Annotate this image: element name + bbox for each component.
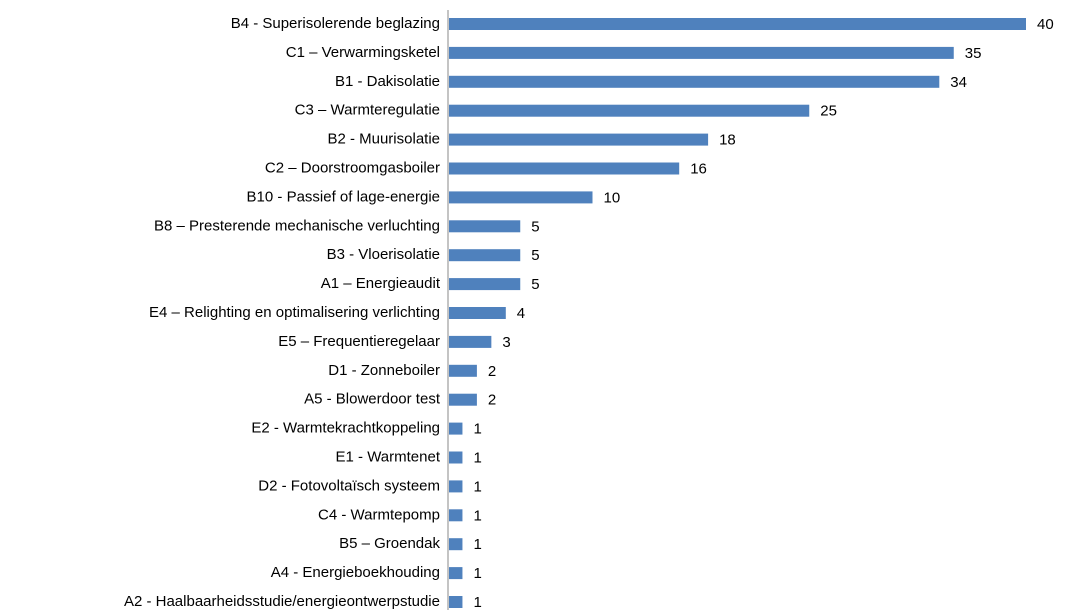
- bar: [449, 75, 940, 88]
- category-label: D1 - Zonneboiler: [328, 362, 440, 379]
- bar: [449, 364, 477, 377]
- bar: [449, 162, 680, 175]
- category-label: C3 – Warmteregulatie: [295, 102, 440, 119]
- data-label: 1: [473, 594, 481, 610]
- data-label: 18: [719, 132, 736, 149]
- category-label: B5 – Groendak: [339, 535, 440, 552]
- category-label: E1 - Warmtenet: [336, 448, 441, 465]
- data-label: 4: [517, 305, 525, 322]
- category-label: A1 – Energieaudit: [321, 275, 441, 292]
- bar: [449, 335, 492, 348]
- bar: [449, 104, 810, 117]
- data-label: 1: [473, 449, 481, 466]
- bar: [449, 596, 463, 608]
- data-label: 2: [488, 392, 496, 409]
- data-label: 2: [488, 363, 496, 380]
- category-label: B8 – Presterende mechanische verluchting: [154, 217, 440, 234]
- data-label: 1: [473, 536, 481, 553]
- data-label: 1: [473, 421, 481, 438]
- category-label: A5 - Blowerdoor test: [304, 391, 441, 408]
- data-label: 16: [690, 160, 707, 177]
- bar: [449, 307, 506, 319]
- category-label: E5 – Frequentieregelaar: [278, 333, 440, 350]
- bar: [449, 249, 521, 262]
- category-label: C1 – Verwarmingsketel: [286, 44, 440, 61]
- category-label: C4 - Warmtepomp: [318, 506, 440, 523]
- data-label: 5: [531, 247, 539, 264]
- bar: [449, 480, 463, 493]
- bar: [449, 422, 463, 435]
- data-label: 35: [965, 45, 982, 62]
- bar: [449, 18, 1026, 30]
- data-label: 34: [950, 74, 967, 91]
- category-label: E2 - Warmtekrachtkoppeling: [251, 420, 440, 437]
- category-label: A4 - Energieboekhouding: [271, 564, 440, 581]
- category-label: C2 – Doorstroomgasboiler: [265, 159, 440, 176]
- data-label: 3: [502, 334, 510, 351]
- bar: [449, 220, 521, 233]
- category-label: D2 - Fotovoltaïsch systeem: [258, 477, 440, 494]
- bar: [449, 509, 463, 522]
- category-label: B2 - Muurisolatie: [327, 131, 440, 148]
- category-label: E4 – Relighting en optimalisering verlic…: [149, 304, 440, 321]
- data-label: 1: [473, 565, 481, 582]
- category-label: B10 - Passief of lage-energie: [247, 188, 440, 205]
- bar: [449, 451, 463, 464]
- data-label: 1: [473, 507, 481, 524]
- category-label: A2 - Haalbaarheidsstudie/energieontwerps…: [124, 593, 440, 610]
- bar: [449, 393, 477, 406]
- bar: [449, 191, 593, 204]
- data-label: 5: [531, 276, 539, 293]
- bar: [449, 567, 463, 580]
- bar: [449, 46, 954, 59]
- data-label: 1: [473, 478, 481, 495]
- category-label: B4 - Superisolerende beglazing: [231, 15, 440, 32]
- bar: [449, 278, 521, 291]
- category-label: B3 - Vloerisolatie: [327, 246, 440, 263]
- data-label: 5: [531, 218, 539, 235]
- data-label: 10: [604, 189, 621, 206]
- data-label: 25: [820, 103, 837, 120]
- bar: [449, 133, 709, 146]
- category-label: B1 - Dakisolatie: [335, 73, 440, 90]
- data-label: 40: [1037, 16, 1054, 33]
- bar: [449, 538, 463, 551]
